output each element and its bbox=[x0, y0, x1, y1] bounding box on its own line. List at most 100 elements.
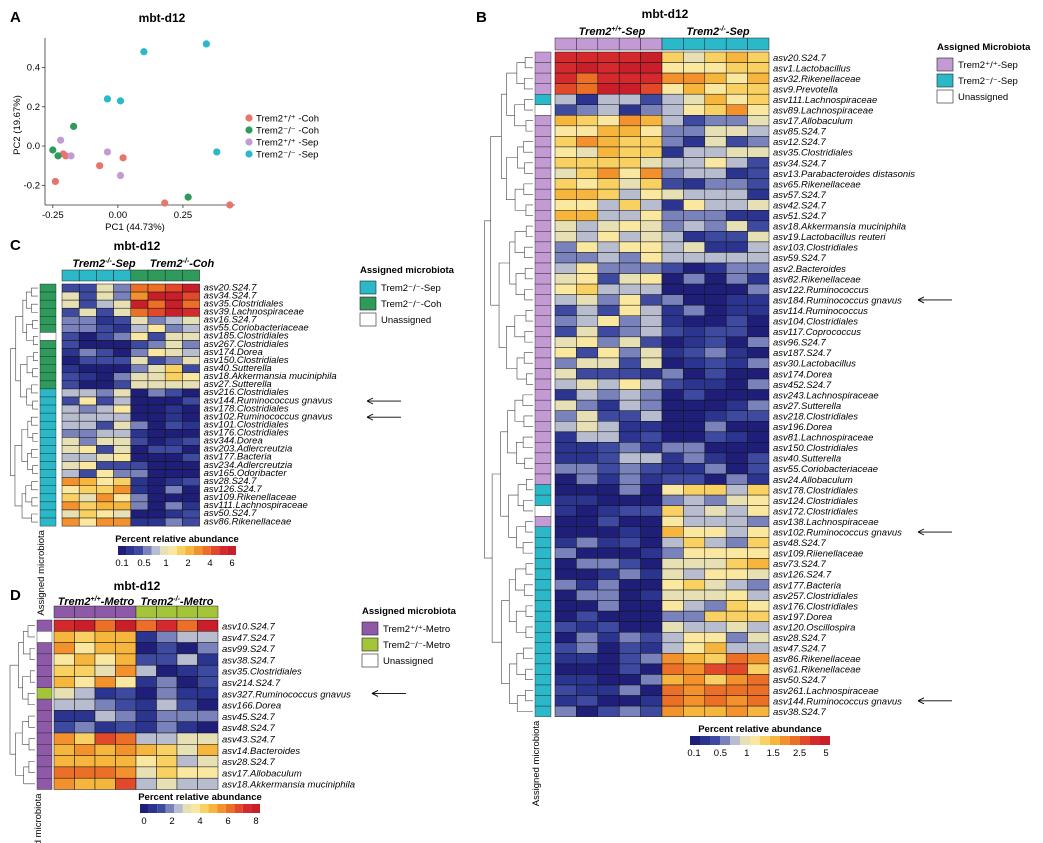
row-dendrogram-branch bbox=[31, 384, 38, 394]
legend-swatch bbox=[361, 621, 379, 636]
row-label: asv178.Clostridiales bbox=[204, 403, 289, 414]
heatmap-cell bbox=[747, 621, 770, 633]
colorbar-tick-label: 0.1 bbox=[687, 748, 700, 759]
heatmap-cell bbox=[661, 62, 684, 74]
row-label: asv38.S24.7 bbox=[773, 707, 827, 718]
heatmap-cell bbox=[115, 676, 137, 689]
heatmap-cell bbox=[618, 93, 641, 105]
heatmap-cell bbox=[704, 167, 727, 179]
heatmap-cell bbox=[576, 642, 599, 654]
heatmap-cell bbox=[554, 357, 577, 369]
heatmap-cell bbox=[618, 452, 641, 464]
heatmap-cell bbox=[576, 515, 599, 528]
heatmap-cell bbox=[704, 72, 727, 84]
heatmap-cell bbox=[618, 431, 641, 443]
row-annotation-cell bbox=[534, 410, 552, 422]
heatmap-cell bbox=[683, 399, 706, 411]
heatmap-cell bbox=[61, 364, 80, 374]
heatmap-cell bbox=[704, 315, 727, 327]
heatmap-cell bbox=[94, 676, 116, 689]
heatmap-cell bbox=[725, 51, 748, 63]
heatmap-cell bbox=[704, 505, 727, 517]
colorbar-swatch bbox=[148, 804, 158, 813]
highlight-arrowhead bbox=[917, 296, 925, 304]
heatmap-cell bbox=[683, 146, 706, 158]
row-annotation-cell bbox=[534, 600, 552, 612]
row-label: asv111.Lachnospiraceae bbox=[773, 95, 877, 106]
row-annotation-cell bbox=[534, 516, 552, 527]
row-dendrogram-branch bbox=[514, 399, 524, 422]
heatmap-cell bbox=[618, 473, 641, 485]
heatmap-cell bbox=[597, 695, 620, 707]
heatmap-cell bbox=[661, 283, 684, 295]
heatmap-cell bbox=[661, 210, 684, 222]
colorbar-swatch bbox=[800, 736, 810, 745]
row-annotation-cell bbox=[39, 445, 57, 454]
heatmap-cell bbox=[130, 396, 149, 406]
colorbar-swatch bbox=[242, 804, 252, 813]
heatmap-cell bbox=[683, 220, 706, 232]
heatmap-cell bbox=[747, 399, 770, 411]
heatmap-cell bbox=[618, 642, 641, 654]
panel-b-heatmap: asv20.S24.7asv1.Lactobacillusasv32.Riken… bbox=[484, 37, 952, 806]
heatmap-cell bbox=[661, 231, 684, 243]
heatmap-cell bbox=[576, 273, 599, 285]
heatmap-cell bbox=[747, 347, 770, 359]
row-label: asv177.Bacteria bbox=[773, 580, 841, 591]
heatmap-cell bbox=[96, 485, 114, 495]
heatmap-cell bbox=[164, 477, 183, 486]
row-annotation-cell bbox=[39, 340, 57, 349]
heatmap-cell bbox=[113, 501, 132, 511]
heatmap-cell bbox=[640, 431, 663, 443]
heatmap-cell bbox=[725, 431, 748, 443]
heatmap-cell bbox=[130, 324, 149, 333]
heatmap-cell bbox=[747, 157, 770, 169]
heatmap-cell bbox=[113, 299, 132, 309]
legend-swatch bbox=[936, 57, 954, 72]
heatmap-cell bbox=[618, 547, 641, 559]
panel-d-title: mbt-d12 bbox=[114, 579, 161, 593]
heatmap-cell bbox=[640, 72, 663, 84]
heatmap-cell bbox=[661, 178, 684, 190]
heatmap-cell bbox=[704, 368, 727, 380]
row-label: asv47.S24.7 bbox=[222, 633, 276, 644]
heatmap-cell bbox=[576, 505, 599, 517]
heatmap-cell bbox=[78, 517, 97, 527]
heatmap-cell bbox=[618, 684, 641, 696]
heatmap-cell bbox=[130, 283, 149, 293]
heatmap-cell bbox=[704, 568, 727, 580]
heatmap-cell bbox=[94, 631, 116, 643]
heatmap-cell bbox=[704, 600, 727, 612]
heatmap-cell bbox=[78, 291, 97, 301]
heatmap-cell bbox=[704, 515, 727, 528]
heatmap-cell bbox=[618, 125, 641, 137]
panel-c-heatmap: asv20.S24.7asv34.S24.7asv35.Clostridiale… bbox=[10, 269, 401, 616]
row-dendrogram-branch bbox=[23, 766, 35, 785]
heatmap-cell bbox=[164, 412, 183, 422]
heatmap-cell bbox=[164, 283, 183, 293]
pca-point bbox=[96, 162, 104, 170]
heatmap-cell bbox=[576, 115, 599, 127]
colorbar-swatch bbox=[118, 546, 127, 555]
heatmap-cell bbox=[683, 642, 706, 654]
heatmap-cell bbox=[747, 558, 770, 570]
heatmap-cell bbox=[96, 437, 114, 446]
row-dendrogram-branch bbox=[522, 394, 533, 406]
row-dendrogram-branch bbox=[501, 600, 510, 684]
heatmap-cell bbox=[130, 364, 149, 374]
heatmap-cell bbox=[182, 469, 200, 478]
row-label: asv35.Clostridiales bbox=[222, 667, 302, 678]
column-annotation-cell bbox=[597, 37, 620, 51]
row-label: asv17.Allobaculum bbox=[222, 768, 302, 779]
row-dendrogram-branch bbox=[524, 289, 533, 301]
heatmap-cell bbox=[576, 600, 599, 612]
row-label: asv150.Clostridiales bbox=[773, 443, 858, 454]
heatmap-cell bbox=[94, 721, 116, 734]
heatmap-cell bbox=[113, 372, 132, 382]
row-annotation-cell bbox=[534, 537, 552, 549]
row-annotation-cell bbox=[534, 262, 552, 274]
heatmap-cell bbox=[704, 220, 727, 232]
row-label: asv176.Clostridiales bbox=[204, 428, 289, 439]
colorbar-tick-label: 1.5 bbox=[767, 748, 780, 759]
heatmap-cell bbox=[576, 83, 599, 95]
